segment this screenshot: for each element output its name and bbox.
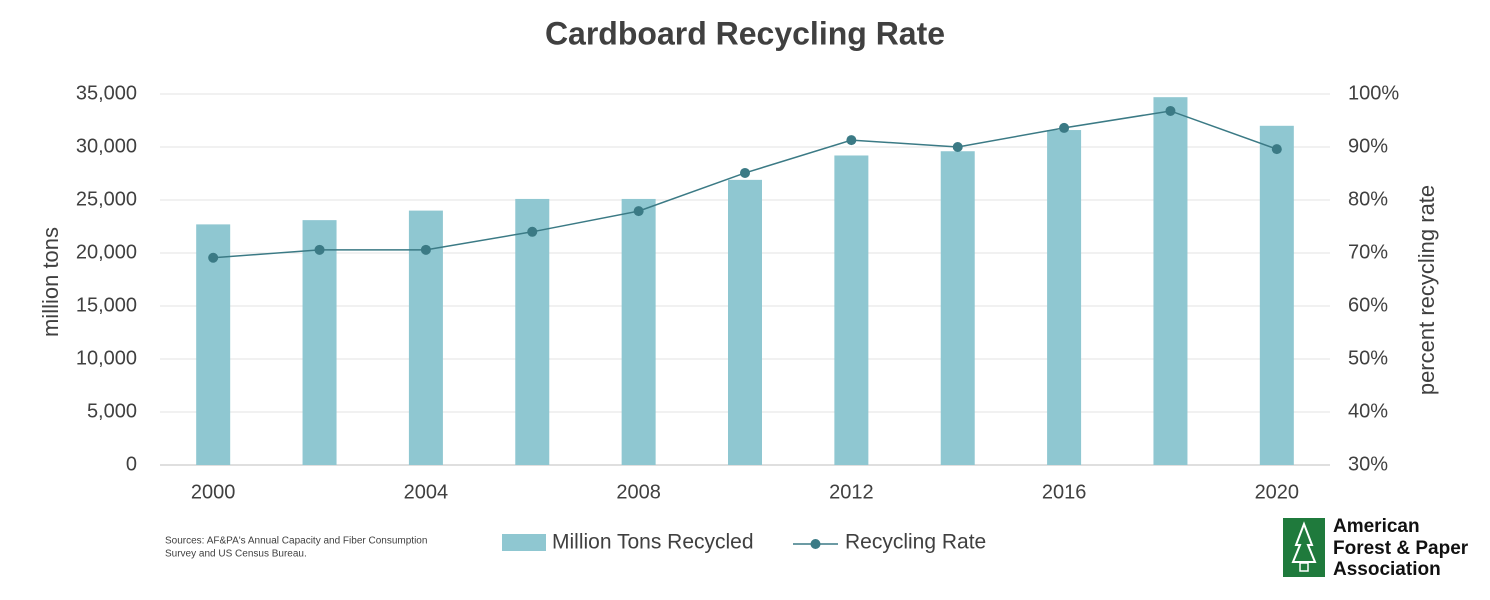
logo: American Forest & Paper Association — [1283, 516, 1469, 580]
point — [846, 135, 857, 146]
legend-label: Million Tons Recycled — [552, 531, 754, 554]
legend-swatch — [502, 534, 546, 551]
legend-label: Recycling Rate — [845, 531, 986, 554]
bar — [1047, 130, 1082, 466]
y2-tick-label: 90% — [1348, 135, 1388, 157]
y-tick-label: 10,000 — [76, 347, 137, 369]
bar — [834, 155, 869, 466]
bar — [728, 179, 762, 466]
y-tick-label: 30,000 — [76, 135, 137, 157]
y2-tick-label: 100% — [1348, 82, 1399, 104]
y-tick-label: 25,000 — [76, 188, 137, 210]
y2-tick-label: 70% — [1348, 241, 1388, 263]
point — [420, 244, 431, 255]
logo-text: Association — [1333, 559, 1441, 580]
y-tick-label: 35,000 — [76, 82, 137, 104]
y-tick-label: 5,000 — [87, 400, 137, 422]
point — [527, 226, 538, 237]
bar — [515, 198, 550, 465]
bar — [621, 198, 656, 465]
y2-tick-label: 60% — [1348, 294, 1388, 316]
y-axis-label: million tons — [38, 227, 63, 337]
point — [1059, 122, 1070, 133]
x-tick-label: 2000 — [191, 481, 236, 503]
point — [740, 167, 750, 178]
logo-text: American — [1333, 516, 1420, 537]
bar — [1153, 97, 1188, 466]
logo-tree — [1291, 521, 1317, 563]
y2-tick-label: 80% — [1348, 188, 1388, 210]
x-tick-label: 2004 — [404, 481, 449, 503]
bar — [1259, 125, 1294, 466]
legend-swatch — [810, 539, 821, 549]
point — [952, 142, 963, 152]
x-tick-label: 2012 — [829, 481, 874, 503]
logo-trunk — [1299, 562, 1309, 572]
chart-title: Cardboard Recycling Rate — [545, 15, 945, 51]
point — [1271, 144, 1282, 155]
source-note: Sources: AF&PA's Annual Capacity and Fib… — [165, 536, 427, 547]
y2-tick-label: 30% — [1348, 453, 1388, 475]
bar — [196, 224, 231, 465]
source-note: Survey and US Census Bureau. — [165, 549, 307, 560]
point — [208, 252, 219, 263]
logo-text: Forest & Paper — [1333, 538, 1469, 559]
y-tick-label: 15,000 — [76, 294, 137, 316]
x-tick-label: 2016 — [1042, 481, 1087, 503]
x-tick-label: 2020 — [1255, 481, 1300, 503]
y2-tick-label: 40% — [1348, 400, 1388, 422]
y2-axis-label: percent recycling rate — [1414, 185, 1439, 395]
y-tick-label: 0 — [126, 453, 137, 475]
y2-tick-label: 50% — [1348, 347, 1388, 369]
bar — [940, 151, 975, 466]
point — [1165, 105, 1176, 116]
y-tick-label: 20,000 — [76, 241, 137, 263]
bar — [302, 220, 337, 465]
point — [314, 244, 325, 255]
point — [633, 206, 644, 217]
x-tick-label: 2008 — [616, 481, 661, 503]
logo-mark — [1283, 518, 1325, 577]
